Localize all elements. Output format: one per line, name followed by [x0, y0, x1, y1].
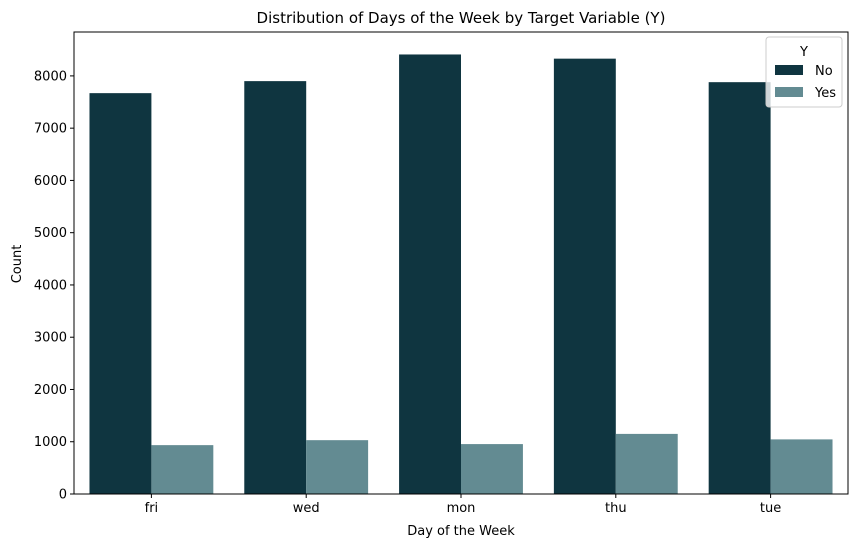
y-axis-label: Count — [10, 245, 25, 284]
bar-fri-no — [89, 93, 152, 494]
y-axis-ticks: 0 1000 2000 3000 4000 5000 6000 7000 8000 — [34, 69, 74, 503]
y-tick-label: 0 — [59, 488, 67, 503]
y-tick-label: 4000 — [34, 278, 67, 293]
bar-mon-yes — [461, 444, 523, 494]
bar-tue-no — [708, 82, 771, 495]
plot-frame — [73, 31, 849, 495]
bar-thu-yes — [615, 433, 678, 494]
bar-mon-no — [399, 54, 461, 495]
x-axis-ticks: fri wed mon thu tue — [145, 494, 781, 516]
bar-wed-yes — [306, 440, 369, 494]
x-tick-label-wed: wed — [293, 501, 320, 516]
y-tick-label: 7000 — [34, 122, 67, 137]
bar-tue-yes — [770, 439, 833, 494]
bar-wed-no — [244, 81, 307, 494]
bars-group — [89, 54, 833, 495]
legend-label-no: No — [815, 64, 833, 79]
y-tick-label: 5000 — [34, 226, 67, 241]
x-axis-label: Day of the Week — [407, 524, 515, 539]
legend-swatch-no — [775, 65, 803, 75]
y-tick-label: 6000 — [34, 174, 67, 189]
y-tick-label: 3000 — [34, 331, 67, 346]
legend-title: Y — [799, 45, 808, 60]
legend-swatch-yes — [775, 87, 803, 97]
y-tick-label: 1000 — [34, 435, 67, 450]
legend-label-yes: Yes — [814, 86, 836, 101]
x-tick-label-thu: thu — [605, 501, 627, 516]
x-tick-label-mon: mon — [447, 501, 476, 516]
chart-title: Distribution of Days of the Week by Targ… — [257, 9, 666, 27]
x-tick-label-tue: tue — [760, 501, 781, 516]
y-tick-label: 8000 — [34, 69, 67, 84]
bar-fri-yes — [151, 445, 214, 494]
legend: Y No Yes — [765, 36, 843, 108]
bar-thu-no — [553, 58, 616, 495]
y-tick-label: 2000 — [34, 383, 67, 398]
x-tick-label-fri: fri — [145, 501, 159, 516]
